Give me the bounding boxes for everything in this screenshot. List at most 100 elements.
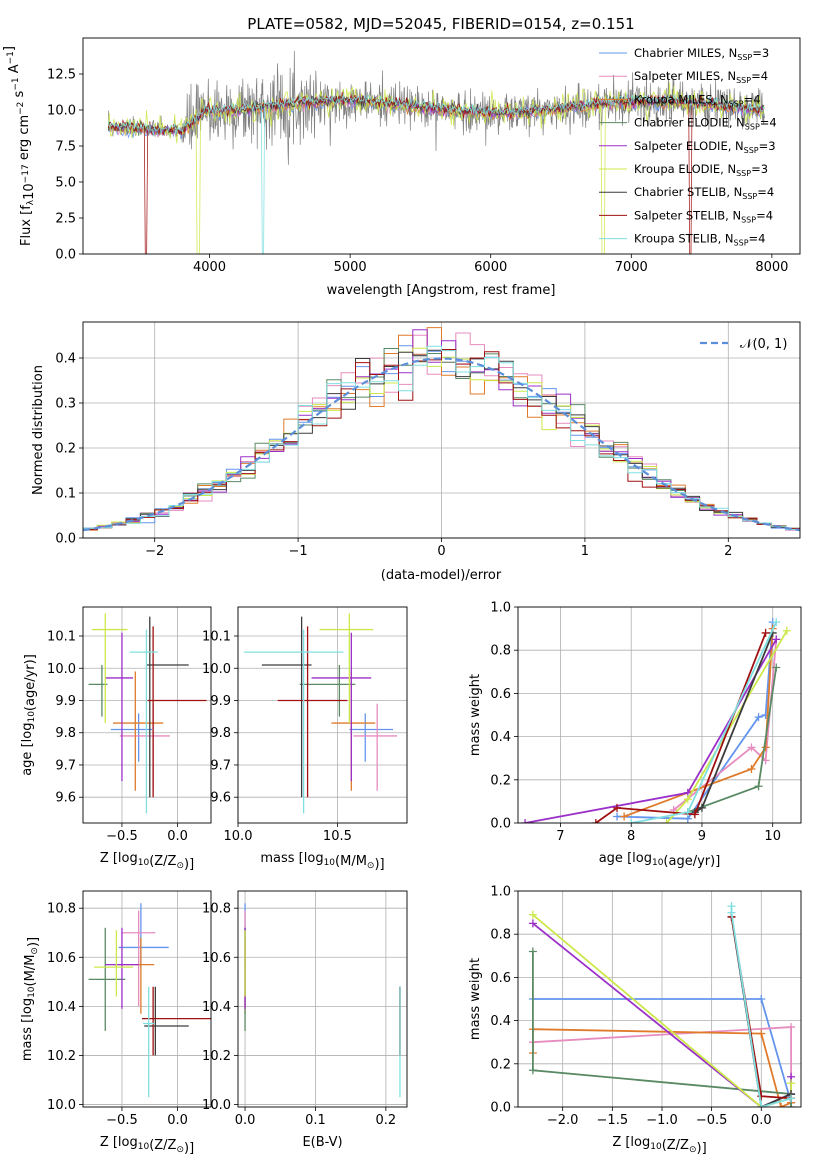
label-part: Z [log — [612, 1135, 650, 1150]
y-tick-label: 10.2 — [202, 1049, 231, 1064]
legend-eq: = — [752, 46, 762, 60]
label-part: (M/M — [23, 955, 38, 987]
axes-frame — [82, 321, 801, 539]
weight-marker-kroupa-elodie — [683, 795, 692, 804]
model-line-kroupa-stelib — [107, 93, 765, 254]
label-part: (age/yr)] — [23, 654, 38, 711]
weight-marker-kroupa-miles — [761, 743, 770, 752]
label-part: Z [log — [100, 1135, 138, 1150]
y-tick-label: 5.0 — [55, 176, 76, 191]
legend-entry: Chabrier STELIB, NSSP=4 — [634, 185, 774, 201]
label-part: ⊙ — [367, 861, 375, 871]
legend-entry: Salpeter MILES, NSSP=4 — [634, 69, 768, 85]
y-tick-label: 9.7 — [210, 758, 231, 773]
weight-marker-kroupa-elodie — [787, 1079, 796, 1088]
errorbars — [88, 613, 207, 814]
legend-prefix: , N — [729, 116, 745, 130]
errorbars — [244, 903, 401, 1098]
axes-frame — [82, 37, 801, 255]
y-tick-label: 10.6 — [47, 951, 76, 966]
legend-eq: = — [749, 232, 759, 246]
weight-marker-chabrier-elodie — [754, 782, 763, 791]
y-tick-label: 0.4 — [490, 1014, 511, 1029]
weight-lines — [521, 618, 791, 823]
legend-eq: = — [751, 69, 761, 83]
label-part: age [log — [599, 851, 652, 866]
weight-marker-salpeter-elodie — [528, 919, 537, 928]
y-axis-label: Flux [fλ10−17 erg cm−2 s−1 A−1] — [2, 46, 37, 246]
legend-nssp: 4 — [767, 185, 774, 199]
label-part: )] — [374, 857, 384, 872]
y-tick-label: 0.4 — [55, 352, 76, 367]
weight-marker-chabrier-elodie — [787, 1103, 796, 1107]
x-tick-label: 10.0 — [224, 829, 253, 844]
age-vs-mass-panel: 10.0 10.5 9.6 9.7 9.8 9.9 10.0 10.1 mass [log10(… — [202, 606, 408, 872]
y-tick-label: 0.0 — [55, 248, 76, 263]
x-tick-label: 0.0 — [167, 1113, 188, 1128]
y-tick-label: 9.8 — [55, 726, 76, 741]
y-tick-label: 9.8 — [210, 726, 231, 741]
legend-name: Chabrier ELODIE — [634, 116, 729, 130]
x-axis-label: Z [log10(Z/Z⊙)] — [100, 851, 194, 872]
weight-marker-salpeter-stelib — [757, 1092, 766, 1101]
x-tick-label: −2.0 — [547, 1113, 579, 1128]
x-axis-label: mass [log10(M/M⊙)] — [260, 851, 384, 872]
label-part: −1 — [6, 51, 16, 64]
label-part: Flux [f — [19, 205, 34, 246]
x-tick-label: 10.5 — [323, 829, 352, 844]
label-part: ] — [2, 46, 17, 51]
label-part: −1 — [11, 77, 21, 90]
legend-entry: Salpeter STELIB, NSSP=4 — [634, 208, 773, 224]
label-part: (age/yr)] — [663, 854, 720, 869]
spectrum-title: PLATE=0582, MJD=52045, FIBERID=0154, z=0… — [247, 15, 634, 33]
label-part: 10 — [324, 858, 336, 868]
legend-nssp: 4 — [769, 116, 776, 130]
weight-lines — [528, 902, 796, 1107]
weight-marker-kroupa-miles — [747, 765, 756, 773]
legend-entry: Chabrier MILES, NSSP=3 — [634, 46, 769, 62]
label-part: (M/M — [335, 854, 367, 869]
normal-curve — [83, 357, 800, 532]
label-part: (Z/Z — [149, 1138, 176, 1153]
y-tick-label: 2.5 — [55, 212, 76, 227]
legend-prefix: , N — [718, 232, 734, 246]
y-tick-label: 10.6 — [202, 951, 231, 966]
y-tick-label: 10.0 — [202, 1098, 231, 1113]
axes-frame — [517, 606, 802, 824]
legend-eq: = — [757, 185, 767, 199]
legend-name: Salpeter MILES — [634, 69, 720, 83]
weight-marker-salpeter-stelib — [761, 628, 770, 637]
weight-marker-chabrier-miles — [613, 812, 622, 821]
weight-marker-chabrier-miles — [754, 713, 763, 722]
y-tick-label: 10.1 — [47, 630, 76, 645]
y-tick-label: 10.0 — [47, 1098, 76, 1113]
legend-nssp: 4 — [766, 208, 773, 222]
y-tick-label: 10.1 — [202, 630, 231, 645]
legend-sub: SSP — [744, 146, 759, 155]
label-part: 10 — [138, 858, 150, 868]
legend-sub: SSP — [737, 53, 752, 62]
weight-marker-kroupa-miles — [620, 812, 629, 821]
x-tick-label: 6000 — [474, 260, 507, 275]
y-tick-label: 7.5 — [55, 140, 76, 155]
x-tick-label: −1.0 — [646, 1113, 678, 1128]
label-part: )] — [26, 937, 41, 947]
weight-marker-kroupa-miles — [757, 1029, 766, 1038]
x-tick-label: 9 — [698, 829, 706, 844]
y-tick-label: 9.6 — [55, 791, 76, 806]
y-tick-label: 10.4 — [47, 1000, 76, 1015]
label-part: 10 — [27, 711, 37, 723]
weight-marker-chabrier-elodie — [528, 1066, 537, 1075]
weight-marker-salpeter-stelib — [613, 803, 622, 812]
legend-eq: = — [744, 92, 754, 106]
age-vs-metallicity-panel: −0.5 0.09.69.79.89.910.010.1Z [log10(Z/Z⊙… — [20, 606, 212, 872]
label-part: mass [log — [260, 851, 323, 866]
y-tick-label: 9.9 — [210, 694, 231, 709]
x-tick-label: 0.0 — [167, 829, 188, 844]
label-part: 10 — [138, 1142, 150, 1152]
y-tick-label: 1.0 — [490, 885, 511, 900]
spectrum-panel: 4000 5000 6000 7000 8000 0.0 2.5 5.0 7.5 10.0 12.5… — [2, 37, 801, 298]
y-tick-label: 10.4 — [202, 1000, 231, 1015]
